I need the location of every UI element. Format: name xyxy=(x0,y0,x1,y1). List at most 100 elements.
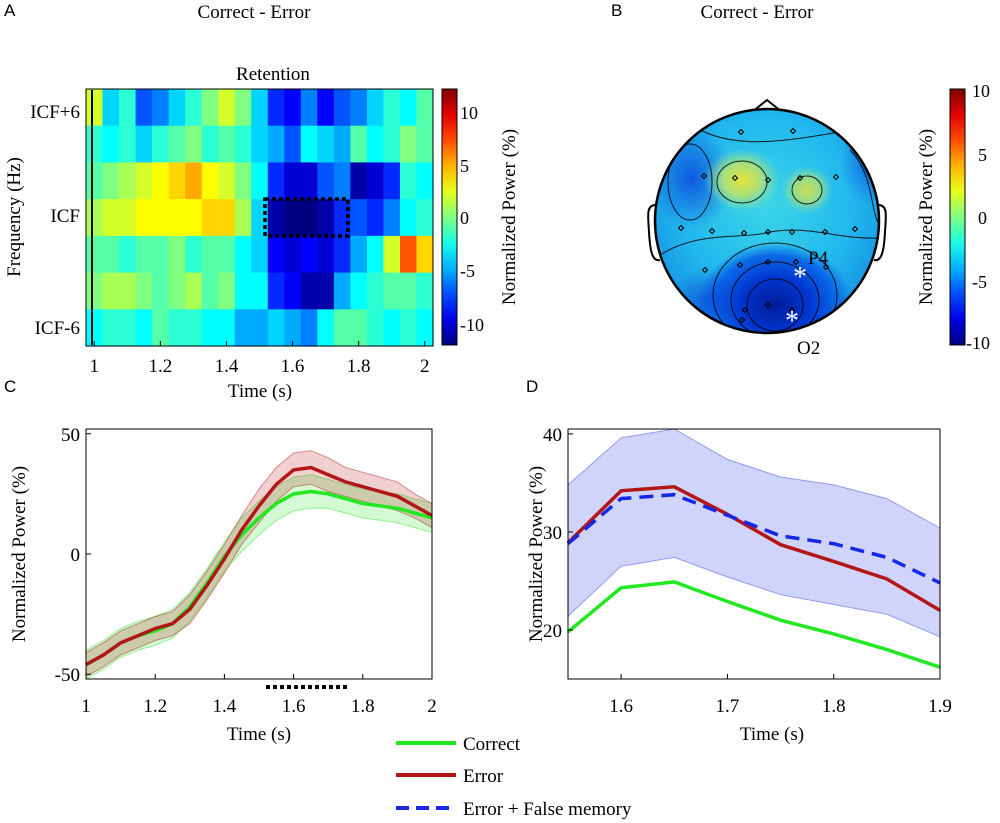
electrode-marker xyxy=(821,228,829,236)
heatmap-cell xyxy=(135,235,153,274)
heatmap-ytick-label: ICF-6 xyxy=(35,318,80,339)
heatmap-cell xyxy=(251,89,269,127)
heatmap-cell xyxy=(234,272,252,310)
x-tick-label: 1.9 xyxy=(928,696,952,717)
heatmap-cell xyxy=(317,235,335,274)
heatmap-cell xyxy=(399,125,418,164)
heatmap-cell xyxy=(267,235,285,274)
heatmap-cell xyxy=(201,235,219,274)
error-band xyxy=(567,428,941,638)
heatmap-cell xyxy=(333,235,351,274)
heatmap-cell xyxy=(300,125,318,164)
heatmap-cell xyxy=(102,309,120,347)
heatmap-cell xyxy=(350,235,368,274)
heatmap-cell xyxy=(201,125,219,164)
colorbar-b-tick: -5 xyxy=(972,272,987,292)
panel-d-xlabel: Time (s) xyxy=(740,724,804,745)
colorbar-b-tick: 0 xyxy=(978,208,987,228)
heatmap-cell xyxy=(234,199,252,237)
electrode-marker xyxy=(788,228,796,236)
series-line xyxy=(566,580,941,669)
legend-label: Correct xyxy=(463,734,521,755)
electrode-marker xyxy=(736,261,744,269)
heatmap-cell xyxy=(152,309,170,347)
heatmap-cell xyxy=(399,309,418,347)
heatmap-cell xyxy=(333,272,351,310)
y-tick-label: 20 xyxy=(543,621,562,642)
heatmap-cell xyxy=(300,89,318,127)
colorbar-a-tick: 5 xyxy=(460,156,469,176)
heatmap-cell xyxy=(300,272,318,310)
heatmap-cell xyxy=(234,125,252,164)
heatmap-cell xyxy=(218,199,236,237)
heatmap-cell xyxy=(86,235,104,274)
electrode-marker xyxy=(764,176,772,184)
heatmap-cell xyxy=(317,199,335,237)
heatmap-cell xyxy=(300,199,318,237)
heatmap-cell xyxy=(416,89,434,127)
significance-box xyxy=(263,197,350,238)
heatmap-cell xyxy=(251,162,269,200)
panel-a-title: Correct - Error xyxy=(198,2,312,23)
colorbar-a-tick: -10 xyxy=(460,315,484,335)
colorbar-a-label: Normalized Power (%) xyxy=(499,129,520,305)
heatmap-cell xyxy=(119,309,137,347)
x-tick-label: 1.2 xyxy=(143,696,167,717)
heatmap-cell xyxy=(317,309,335,347)
heatmap-cell xyxy=(185,235,203,274)
electrode-marker xyxy=(788,306,796,314)
x-tick-label: 2 xyxy=(427,696,437,717)
heatmap-cell xyxy=(152,125,170,164)
heatmap-cell xyxy=(399,89,418,127)
x-tick-label: 1.6 xyxy=(609,696,633,717)
heatmap-cell xyxy=(399,162,418,200)
heatmap-cell xyxy=(185,89,203,127)
heatmap-cell xyxy=(86,162,104,200)
heatmap-cell xyxy=(416,199,434,237)
panel-c-ylabel: Normalized Power (%) xyxy=(9,466,30,642)
y-tick-label: 40 xyxy=(543,425,562,446)
electrode-marker xyxy=(701,266,709,274)
panel-c-axes: 1 1.2 1.4 1.6 1.8 2 50 0 -50 xyxy=(55,425,437,717)
heatmap-x-tick-label: 1.8 xyxy=(347,356,371,377)
heatmap-cell xyxy=(168,125,186,164)
heatmap-cell xyxy=(86,309,104,347)
heatmap-cell xyxy=(267,199,285,237)
heatmap-cell xyxy=(350,89,368,127)
heatmap-cell xyxy=(168,162,186,200)
heatmap-cell xyxy=(333,125,351,164)
heatmap-cell xyxy=(350,162,368,200)
heatmap-cell xyxy=(267,125,285,164)
heatmap-cell xyxy=(399,235,418,274)
heatmap-cell xyxy=(399,272,418,310)
x-tick-label: 1.7 xyxy=(716,696,740,717)
panel-d-axes: 1.6 1.7 1.8 1.9 40 30 20 xyxy=(543,425,952,717)
heatmap-cell xyxy=(300,162,318,200)
heatmap-cell xyxy=(383,125,401,164)
heatmap-cell xyxy=(218,125,236,164)
y-tick-label: 50 xyxy=(61,425,80,446)
heatmap-cell xyxy=(152,89,170,127)
heatmap-cell xyxy=(366,199,385,237)
heatmap-cell xyxy=(135,309,153,347)
electrode-marker xyxy=(740,229,748,237)
x-tick-label: 1.8 xyxy=(822,696,846,717)
heatmap-cell xyxy=(185,125,203,164)
heatmap-cell xyxy=(102,272,120,310)
heatmap-cell xyxy=(135,162,153,200)
heatmap-cell xyxy=(317,89,335,127)
panel-label-a: A xyxy=(4,1,16,20)
heatmap-cell xyxy=(152,199,170,237)
heatmap-cell xyxy=(267,89,285,127)
heatmap-cell xyxy=(185,309,203,347)
legend: Correct Error Error + False memory xyxy=(396,734,632,820)
heatmap-x-tick-label: 1.4 xyxy=(215,356,239,377)
heatmap-cell xyxy=(185,162,203,200)
heatmap-cell xyxy=(135,199,153,237)
heatmap-ytick-label: ICF+6 xyxy=(30,102,80,123)
heatmap-cell xyxy=(234,309,252,347)
heatmap-cell xyxy=(119,235,137,274)
electrode-marker xyxy=(832,173,840,181)
colorbar-b-label: Normalized Power (%) xyxy=(916,129,937,305)
panel-label-b: B xyxy=(611,1,622,20)
